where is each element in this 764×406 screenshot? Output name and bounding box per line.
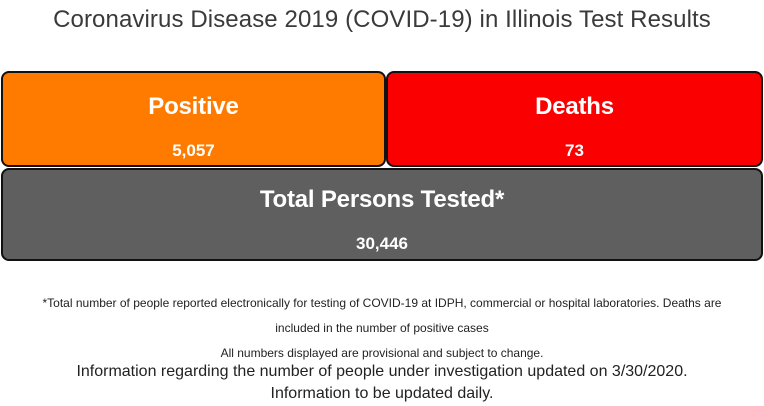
positive-label: Positive [148, 93, 239, 120]
deaths-value: 73 [565, 141, 584, 160]
footnote-testing-definition: *Total number of people reported electro… [42, 296, 722, 310]
positive-value: 5,057 [172, 141, 215, 160]
footnote-deaths-included: included in the number of positive cases [275, 321, 489, 335]
page-title: Coronavirus Disease 2019 (COVID-19) in I… [53, 6, 711, 33]
info-update-date: Information regarding the number of peop… [76, 363, 688, 380]
deaths-label: Deaths [535, 93, 614, 120]
total-tested-label: Total Persons Tested* [259, 186, 505, 213]
footnote-provisional: All numbers displayed are provisional an… [220, 346, 544, 360]
info-update-frequency: Information to be updated daily. [270, 385, 494, 402]
positive-box: Positive 5,057 [1, 71, 386, 167]
total-tested-value: 30,446 [356, 234, 408, 253]
total-tested-box: Total Persons Tested* 30,446 [1, 168, 763, 261]
deaths-box: Deaths 73 [386, 71, 763, 167]
